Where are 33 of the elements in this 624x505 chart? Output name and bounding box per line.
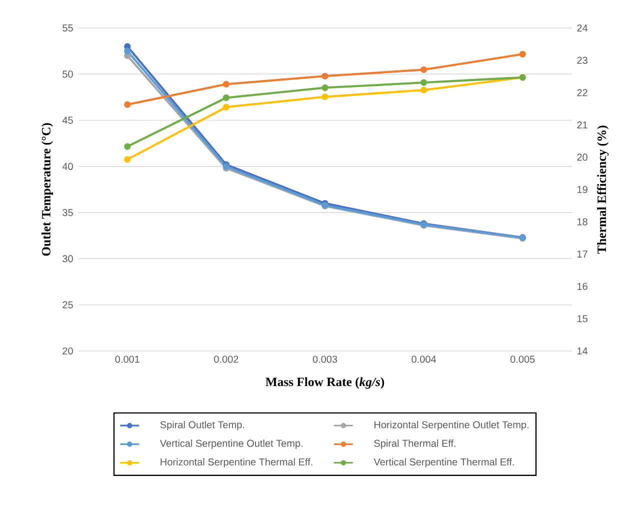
- y-tick-label: 25: [62, 301, 73, 308]
- x-tick-label: 0.001: [115, 356, 140, 363]
- y2-tick-label: 23: [577, 56, 588, 64]
- x-tick-label: 0.004: [412, 356, 436, 363]
- legend-label: Horizontal Serpentine Thermal Eff.: [160, 458, 312, 468]
- y-axis-title: Outlet Temperature (°C): [42, 123, 54, 256]
- y-tick-label: 50: [62, 70, 73, 78]
- y-tick-label: 55: [62, 24, 73, 32]
- y2-tick-label: 14: [577, 348, 588, 354]
- y-tick-label: 40: [62, 162, 73, 170]
- legend-label: Spiral Outlet Temp.: [160, 420, 244, 430]
- legend-label: Vertical Serpentine Thermal Eff.: [374, 458, 514, 468]
- x-tick-label: 0.003: [312, 356, 338, 363]
- y2-tick-label: 17: [577, 250, 588, 258]
- y2-tick-label: 16: [577, 282, 588, 290]
- y2-tick-label: 21: [577, 121, 588, 128]
- legend-label: Horizontal Serpentine Outlet Temp.: [374, 420, 528, 430]
- x-tick-label: 0.005: [510, 356, 535, 363]
- y-tick-label: 20: [62, 347, 73, 355]
- x-tick-label: 0.002: [214, 356, 238, 363]
- y2-tick-label: 20: [577, 154, 588, 161]
- y-tick-label: 30: [62, 255, 73, 262]
- legend-label: Vertical Serpentine Outlet Temp.: [160, 440, 302, 449]
- y2-tick-label: 22: [577, 89, 588, 96]
- y2-tick-label: 18: [577, 218, 588, 226]
- y-tick-label: 45: [62, 116, 73, 124]
- y2-axis-title: Thermal Efficiency (%): [596, 126, 609, 254]
- y2-tick-label: 15: [577, 315, 588, 322]
- legend-label: Spiral Thermal Eff.: [374, 440, 456, 449]
- x-axis-title: Mass Flow Rate (kg/s): [266, 377, 384, 389]
- y2-tick-label: 24: [577, 24, 588, 32]
- y-tick-label: 35: [62, 209, 73, 216]
- y2-tick-label: 19: [577, 186, 588, 194]
